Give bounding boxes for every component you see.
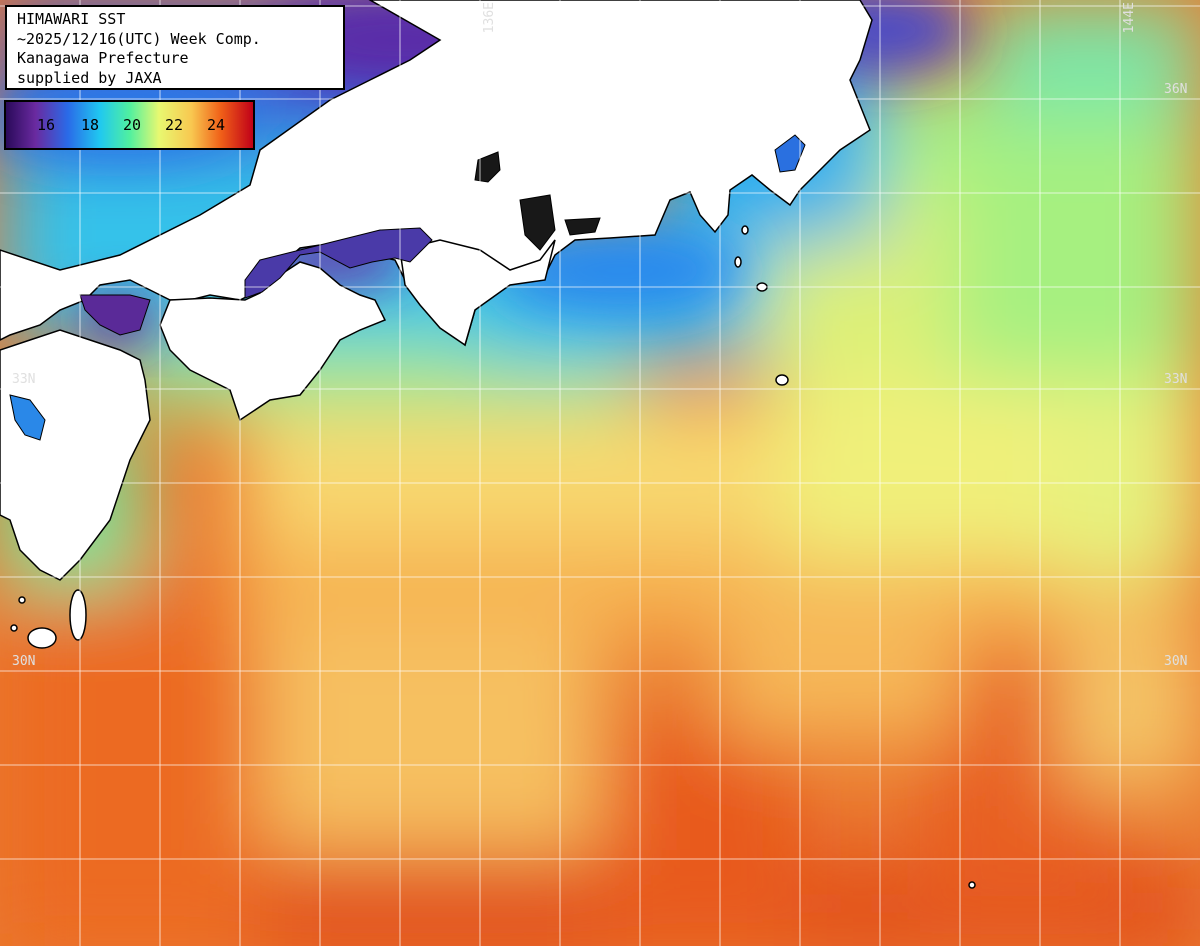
grid-label-30n-right: 30N xyxy=(1164,654,1188,669)
info-box: HIMAWARI SST ~2025/12/16(UTC) Week Comp.… xyxy=(5,5,345,90)
grid-label-33n-left: 33N xyxy=(12,372,36,387)
land-island-small-a xyxy=(18,596,26,604)
land-island-small-b xyxy=(10,624,18,632)
grid-label-136e: 136E xyxy=(482,2,497,34)
grid-label-36n: 36N xyxy=(1164,82,1188,97)
land-island-niijima xyxy=(734,256,742,268)
map-date: ~2025/12/16(UTC) Week Comp. xyxy=(17,29,261,48)
map-credit: supplied by JAXA xyxy=(17,68,162,87)
inland-sea-layer xyxy=(9,134,806,441)
grid-label-144e: 144E xyxy=(1122,2,1137,34)
land-kii xyxy=(399,239,556,347)
legend-tick-20: 20 xyxy=(122,116,142,134)
land-island-hachijo xyxy=(775,374,789,386)
legend-tick-16: 16 xyxy=(36,116,56,134)
land-island-yakushima xyxy=(27,627,57,649)
map-title: HIMAWARI SST xyxy=(17,10,126,28)
land-island-tanegashima xyxy=(69,589,87,641)
land-island-miyake xyxy=(741,225,749,235)
legend-tick-18: 18 xyxy=(80,116,100,134)
land-layer xyxy=(0,0,976,889)
grid-label-30n-left: 30N xyxy=(12,654,36,669)
legend: 16 18 20 22 24 xyxy=(4,100,255,150)
map-organization: Kanagawa Prefecture xyxy=(17,49,189,67)
legend-tick-24: 24 xyxy=(206,116,226,134)
grid-label-33n-right: 33N xyxy=(1164,372,1188,387)
legend-color-bar xyxy=(6,102,253,148)
land-island-small-c xyxy=(968,881,976,889)
legend-tick-22: 22 xyxy=(164,116,184,134)
